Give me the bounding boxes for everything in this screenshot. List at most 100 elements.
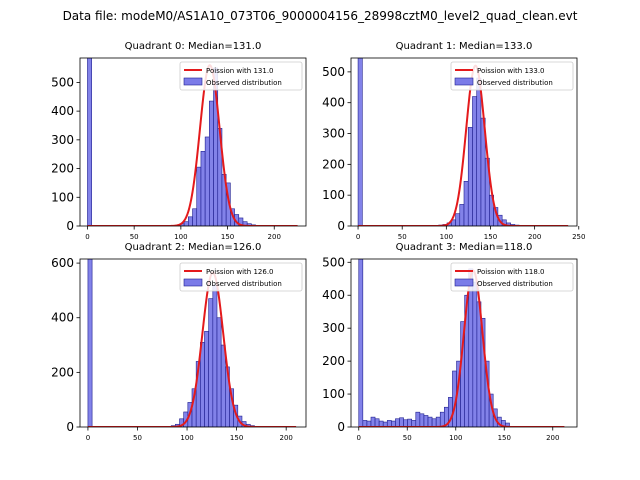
y-tick-label: 500 [322, 65, 345, 79]
y-tick-label: 400 [322, 96, 345, 110]
histogram-bar [472, 281, 478, 427]
histogram-bar [439, 411, 445, 427]
x-tick-label: 150 [230, 434, 243, 442]
legend-observed-label: Observed distribution [206, 280, 282, 288]
histogram-bar [192, 208, 198, 226]
y-tick-label: 0 [66, 219, 74, 233]
histogram-bar [220, 344, 226, 427]
y-tick-label: 0 [66, 420, 74, 434]
y-tick-label: 100 [322, 387, 345, 401]
legend-poisson-label: Poission with 126.0 [206, 268, 274, 276]
legend-observed-swatch [183, 77, 203, 86]
histogram-bar [209, 100, 214, 226]
y-tick-label: 100 [322, 188, 345, 202]
x-tick-label: 150 [498, 434, 511, 442]
legend-observed-label: Observed distribution [477, 280, 553, 288]
y-tick-label: 200 [322, 157, 345, 171]
axes-frame [79, 258, 307, 428]
subplot-title: Quadrant 0: Median=131.0 [125, 41, 262, 52]
y-tick-label: 500 [51, 75, 74, 89]
histogram-bar [87, 58, 92, 226]
y-tick-label: 300 [322, 127, 345, 141]
legend: Poission with 118.0 Observed distribution [450, 262, 574, 292]
legend-box [450, 262, 574, 292]
legend: Poission with 133.0 Observed distribution [450, 61, 574, 91]
x-tick-label: 0 [356, 233, 360, 241]
y-tick-label: 200 [51, 162, 74, 176]
x-tick-label: 200 [268, 233, 281, 241]
subplot-title: Quadrant 3: Median=118.0 [396, 242, 533, 253]
histogram-bar [204, 136, 210, 226]
subplot-grid: Quadrant 0: Median=131.00100200300400500… [51, 41, 585, 442]
histogram-bar [357, 58, 363, 226]
legend-observed-swatch [454, 77, 474, 86]
poisson-curve [358, 269, 565, 427]
subplot-quadrant-0: Quadrant 0: Median=131.00100200300400500… [51, 41, 307, 241]
histogram-bar [403, 419, 408, 427]
x-tick-label: 0 [85, 233, 89, 241]
histogram-bar [476, 77, 482, 226]
legend-observed-swatch [454, 278, 474, 287]
x-tick-label: 0 [86, 434, 90, 442]
histogram-bar [399, 417, 404, 427]
subplot-quadrant-2: Quadrant 2: Median=126.0 0 200 400 600 0 50 100… [51, 242, 307, 442]
legend-poisson-label: Poission with 133.0 [477, 67, 545, 75]
x-tick-label: 50 [398, 233, 407, 241]
histogram-bar [204, 331, 209, 427]
x-tick-label: 50 [130, 233, 139, 241]
x-tick-label: 200 [528, 233, 541, 241]
subplot-title: Quadrant 2: Median=126.0 [125, 242, 262, 253]
histogram-bar [455, 213, 461, 226]
histogram-bar [423, 415, 429, 427]
legend-poisson-label: Poission with 131.0 [206, 67, 274, 75]
x-tick-label: 100 [180, 434, 193, 442]
legend-observed-label: Observed distribution [206, 79, 282, 87]
histogram-bar [374, 418, 380, 427]
legend-box [450, 61, 574, 91]
subplot-quadrant-1: Quadrant 1: Median=133.00100200300400500… [322, 41, 585, 241]
subplot-quadrant-3: Quadrant 3: Median=118.00100200300400500… [322, 242, 578, 442]
y-tick-label: 0 [337, 420, 345, 434]
y-tick-label: 0 [337, 219, 345, 233]
x-tick-label: 100 [440, 233, 453, 241]
x-tick-label: 200 [279, 434, 292, 442]
x-tick-label: 50 [133, 434, 142, 442]
legend-observed-label: Observed distribution [477, 79, 553, 87]
histogram-bar [370, 416, 376, 427]
axes-frame [350, 258, 578, 428]
histogram-bar [196, 166, 202, 226]
histogram-bar [415, 411, 421, 427]
legend-observed-swatch [183, 278, 203, 287]
y-tick-label: 400 [322, 288, 345, 302]
histogram-bar [212, 284, 218, 427]
y-tick-label: 300 [51, 133, 74, 147]
histogram-bar [472, 96, 478, 226]
y-tick-label: 400 [51, 311, 74, 325]
histogram-bar [459, 204, 465, 226]
legend: Poission with 126.0 Observed distribution [179, 262, 303, 292]
histogram-bar [395, 418, 400, 427]
legend-box [179, 61, 303, 91]
y-tick-label: 400 [51, 104, 74, 118]
x-tick-label: 150 [484, 233, 497, 241]
axes-frame [79, 57, 307, 227]
histogram-bar [419, 413, 425, 427]
x-tick-label: 50 [403, 434, 412, 442]
histogram-bar [358, 259, 364, 427]
histogram-bar [431, 418, 437, 427]
legend-box [179, 262, 303, 292]
subplot-title: Quadrant 1: Median=133.0 [396, 41, 533, 52]
histogram-bar [407, 418, 413, 427]
histogram-bar [200, 151, 206, 226]
y-tick-label: 600 [51, 256, 74, 270]
histogram-bar [208, 298, 214, 427]
histogram-bar [468, 268, 474, 427]
x-tick-label: 200 [546, 434, 559, 442]
poisson-curve [87, 271, 297, 427]
x-tick-label: 150 [221, 233, 234, 241]
legend-poisson-label: Poission with 118.0 [477, 268, 545, 276]
histogram-bars [87, 58, 261, 226]
axes-frame [350, 57, 578, 227]
y-tick-label: 100 [51, 190, 74, 204]
